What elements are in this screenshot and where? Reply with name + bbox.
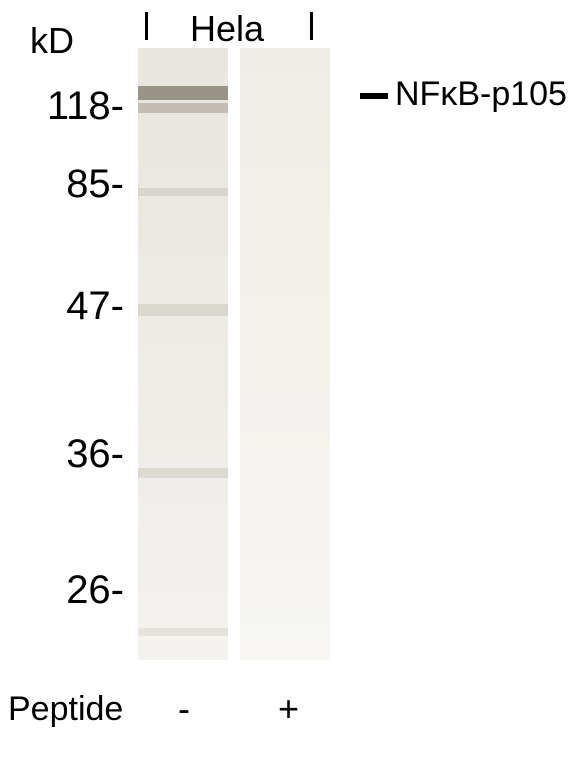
protein-band: [138, 188, 228, 196]
blot-lane-with-peptide: [240, 48, 330, 660]
mw-marker: 47-: [66, 284, 124, 329]
protein-band: [138, 628, 228, 636]
lane-background: [240, 48, 330, 660]
blot-lane-no-peptide: [138, 48, 228, 660]
protein-band: [138, 304, 228, 316]
kd-label: kD: [30, 20, 74, 62]
header-tick-left: [145, 12, 148, 40]
protein-band-indicator: [360, 93, 388, 99]
peptide-value-lane1: -: [178, 688, 190, 730]
protein-band: [138, 103, 228, 113]
header-tick-right: [310, 12, 313, 40]
peptide-row-label: Peptide: [8, 690, 123, 729]
protein-band: [138, 468, 228, 478]
protein-band: [138, 86, 228, 100]
protein-name-label: NFκB-p105: [395, 75, 567, 114]
header-sample-label: Hela: [190, 8, 264, 50]
lane-background: [138, 48, 228, 660]
peptide-value-lane2: +: [278, 688, 299, 730]
mw-marker: 118-: [47, 84, 124, 129]
mw-marker: 26-: [66, 568, 124, 613]
mw-marker: 85-: [66, 162, 124, 207]
mw-marker: 36-: [66, 432, 124, 477]
